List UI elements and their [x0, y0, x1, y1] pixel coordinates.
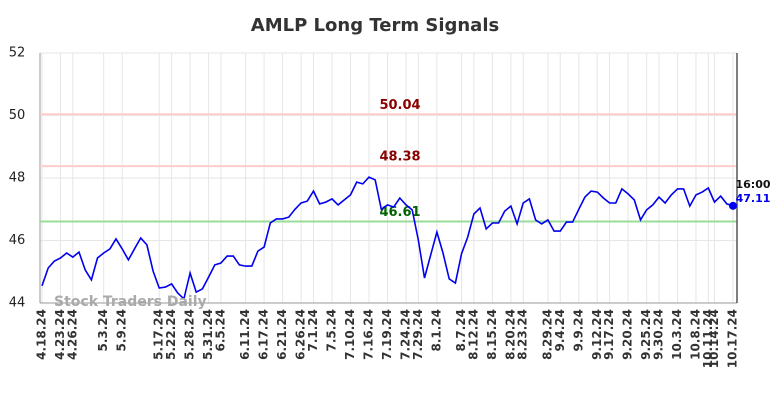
x-tick-label: 6.17.24 [257, 309, 271, 360]
watermark: Stock Traders Daily [54, 294, 207, 310]
x-tick-label: 8.1.24 [429, 309, 443, 352]
x-tick-label: 10.17.24 [726, 309, 740, 368]
y-tick-label: 50 [9, 108, 26, 123]
x-tick-label: 8.23.24 [516, 309, 530, 360]
x-tick-label: 7.10.24 [343, 309, 357, 360]
x-tick-label: 10.8.24 [688, 309, 702, 360]
y-tick-label: 46 [9, 233, 26, 248]
x-tick-label: 9.30.24 [651, 309, 665, 360]
signal-label: 48.38 [379, 150, 420, 165]
x-tick-label: 5.28.24 [183, 309, 197, 360]
x-tick-label: 7.16.24 [361, 309, 375, 360]
last-time: 16:00 [735, 178, 770, 191]
x-tick-label: 10.11.24 [701, 309, 715, 368]
x-tick-label: 7.24.24 [399, 309, 413, 360]
price-line [41, 176, 734, 301]
chart-title: AMLP Long Term Signals [251, 15, 499, 36]
x-tick-label: 4.18.24 [35, 309, 49, 360]
x-tick-label: 4.26.24 [65, 309, 79, 360]
x-tick-label: 5.17.24 [152, 309, 166, 360]
x-tick-label: 7.1.24 [306, 309, 320, 352]
y-tick-label: 44 [9, 296, 26, 311]
x-tick-label: 7.5.24 [324, 309, 338, 352]
x-tick-label: 8.12.24 [466, 309, 480, 360]
x-tick-label: 8.7.24 [454, 309, 468, 352]
x-tick-label: 8.15.24 [485, 309, 499, 360]
x-tick-label: 9.17.24 [602, 309, 616, 360]
y-tick-label: 48 [9, 171, 26, 186]
last-value: 47.11 [736, 192, 771, 205]
x-tick-label: 8.20.24 [503, 309, 517, 360]
x-tick-label: 9.12.24 [590, 309, 604, 360]
signal-label: 50.04 [379, 98, 420, 113]
x-tick-label: 9.9.24 [571, 309, 585, 352]
x-tick-label: 5.22.24 [164, 309, 178, 360]
x-tick-label: 7.19.24 [380, 309, 394, 360]
x-tick-label: 6.11.24 [238, 309, 252, 360]
x-tick-label: 9.25.24 [639, 309, 653, 360]
x-tick-label: 4.23.24 [53, 309, 67, 360]
x-tick-label: 10.3.24 [670, 309, 684, 360]
x-tick-label: 7.29.24 [411, 309, 425, 360]
x-tick-label: 6.21.24 [275, 309, 289, 360]
y-tick-label: 52 [9, 46, 26, 61]
x-tick-label: 6.26.24 [294, 309, 308, 360]
x-tick-label: 5.9.24 [115, 309, 129, 352]
x-tick-label: 9.4.24 [553, 309, 567, 352]
x-tick-label: 10.14.24 [707, 309, 721, 368]
x-tick-label: 8.29.24 [540, 309, 554, 360]
x-tick-label: 5.3.24 [96, 309, 110, 352]
x-tick-label: 5.31.24 [201, 309, 215, 360]
last-point [729, 201, 737, 210]
x-tick-label: 6.5.24 [213, 309, 227, 352]
x-tick-label: 9.20.24 [621, 309, 635, 360]
